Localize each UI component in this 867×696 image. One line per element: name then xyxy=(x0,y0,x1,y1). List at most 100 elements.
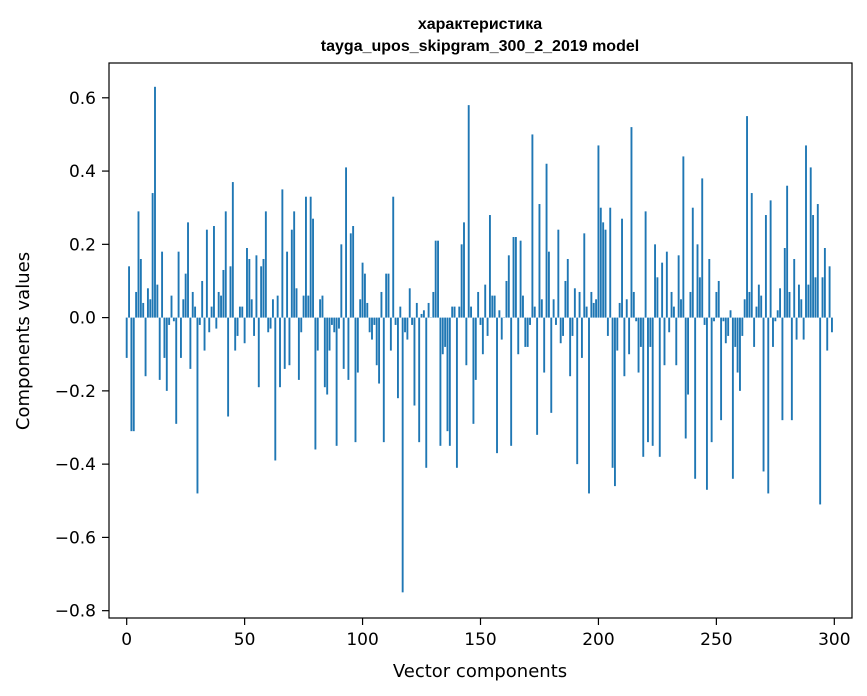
bar-100 xyxy=(361,262,364,318)
bar-212 xyxy=(625,299,628,318)
bar-30 xyxy=(196,317,199,494)
bar-221 xyxy=(647,317,649,443)
bar-268 xyxy=(757,284,760,318)
bar-86 xyxy=(328,317,331,351)
bar-192 xyxy=(578,291,581,318)
bar-174 xyxy=(536,317,539,435)
y-tick-label-7: 0.6 xyxy=(69,89,96,109)
bar-32 xyxy=(201,280,204,318)
bar-28 xyxy=(191,291,194,318)
bar-2 xyxy=(130,317,133,432)
bar-33 xyxy=(203,317,206,351)
bar-90 xyxy=(338,317,340,329)
bar-131 xyxy=(434,240,437,318)
bar-38 xyxy=(215,317,218,329)
bar-110 xyxy=(385,273,388,318)
bar-292 xyxy=(814,277,817,318)
bar-120 xyxy=(408,288,411,318)
bar-31 xyxy=(198,317,201,325)
bar-105 xyxy=(373,317,376,325)
bar-277 xyxy=(779,288,782,318)
x-tick-label-200: 200 xyxy=(582,630,614,650)
bar-251 xyxy=(717,280,720,318)
bar-180 xyxy=(550,317,553,413)
bar-258 xyxy=(734,317,737,347)
x-axis-label: Vector components xyxy=(393,661,567,682)
bar-141 xyxy=(458,306,461,318)
bar-283 xyxy=(793,258,796,318)
x-tick-label-100: 100 xyxy=(346,630,378,650)
bar-78 xyxy=(309,196,312,318)
bar-74 xyxy=(300,317,303,333)
bar-256 xyxy=(729,310,732,318)
bar-1 xyxy=(128,266,130,318)
bar-8 xyxy=(144,317,147,377)
bar-138 xyxy=(451,306,454,318)
bar-114 xyxy=(394,317,397,325)
bar-83 xyxy=(321,295,324,318)
bar-298 xyxy=(828,266,831,318)
bar-36 xyxy=(210,306,213,318)
bar-72 xyxy=(295,288,298,318)
bar-94 xyxy=(347,317,350,380)
bar-187 xyxy=(566,258,569,318)
bar-65 xyxy=(279,317,281,388)
bar-23 xyxy=(180,317,182,358)
bar-156 xyxy=(493,295,496,318)
bar-257 xyxy=(731,317,734,479)
bar-97 xyxy=(354,317,357,443)
bar-147 xyxy=(472,317,475,424)
bar-262 xyxy=(743,299,746,318)
bar-73 xyxy=(297,317,300,380)
bar-44 xyxy=(229,266,232,318)
bar-115 xyxy=(397,317,399,399)
bar-22 xyxy=(177,251,180,318)
bar-145 xyxy=(467,105,470,318)
bar-7 xyxy=(142,302,145,318)
bar-67 xyxy=(283,317,286,369)
bar-170 xyxy=(526,317,529,347)
bar-124 xyxy=(418,317,421,443)
bar-40 xyxy=(220,295,222,318)
bar-178 xyxy=(545,163,548,318)
bar-34 xyxy=(205,229,208,318)
bar-272 xyxy=(767,317,770,494)
chart-subtitle: tayga_upos_skipgram_300_2_2019 model xyxy=(321,38,639,55)
bar-162 xyxy=(507,255,510,318)
bar-234 xyxy=(677,255,680,318)
x-tick-label-0: 0 xyxy=(121,630,132,650)
bar-143 xyxy=(463,222,465,318)
bar-119 xyxy=(406,317,409,340)
x-tick-label-250: 250 xyxy=(700,630,732,650)
bar-216 xyxy=(635,317,638,322)
bar-271 xyxy=(764,215,767,318)
bar-80 xyxy=(314,317,317,450)
bar-207 xyxy=(614,317,616,487)
bar-35 xyxy=(208,317,211,333)
x-tick-label-150: 150 xyxy=(464,630,496,650)
bar-246 xyxy=(705,317,708,490)
bar-179 xyxy=(547,251,550,318)
bar-299 xyxy=(831,317,833,333)
bar-220 xyxy=(644,211,647,318)
bar-182 xyxy=(555,317,557,325)
bar-214 xyxy=(630,127,633,318)
bar-166 xyxy=(517,317,520,355)
bar-227 xyxy=(661,262,664,318)
bar-59 xyxy=(264,211,267,318)
bar-139 xyxy=(453,306,456,318)
bar-163 xyxy=(510,317,513,446)
bar-10 xyxy=(149,299,152,318)
bar-45 xyxy=(231,182,234,318)
bar-52 xyxy=(248,258,251,318)
bar-64 xyxy=(276,295,279,318)
bar-202 xyxy=(602,222,605,318)
bar-108 xyxy=(380,291,383,318)
bar-217 xyxy=(637,317,640,373)
bar-48 xyxy=(238,306,241,318)
bar-20 xyxy=(172,317,175,322)
bar-284 xyxy=(795,317,798,340)
bar-296 xyxy=(823,248,826,318)
bar-14 xyxy=(158,317,161,380)
bar-157 xyxy=(496,317,498,454)
